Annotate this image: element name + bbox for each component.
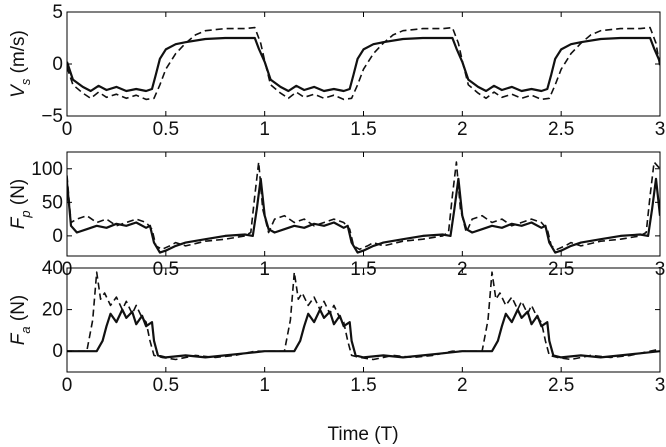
series-dashed-line-bottom [67, 271, 660, 361]
y-tick-label: 100 [31, 159, 63, 180]
x-tick-label: 1 [259, 375, 270, 396]
ylabel-bottom: Fa (N) [8, 295, 33, 346]
ylabel-top-main: V [8, 83, 29, 98]
x-tick-label: 2.5 [548, 119, 574, 140]
plot-frame-middle [66, 151, 661, 257]
x-tick-label: 2 [457, 375, 468, 396]
ylabel-top-unit: (m/s) [8, 30, 29, 79]
x-tick-label: 2 [457, 119, 468, 140]
y-tick-label: 5 [52, 2, 63, 23]
x-tick-label: 0 [62, 119, 73, 140]
ylabel-middle-unit: (N) [8, 179, 29, 211]
panel-top: Vs (m/s) 0 0.5 1 1.5 2 2.5 3−505 [8, 2, 665, 140]
xlabel-bottom: Time (T) [327, 424, 398, 445]
series-solid-line-top [67, 36, 660, 93]
y-tick-label: 0 [52, 54, 63, 75]
x-tick-label: 1 [259, 119, 270, 140]
ylabel-bottom-unit: (N) [8, 295, 29, 327]
y-tick-label: 50 [42, 192, 63, 213]
series-solid-line-bottom [67, 308, 660, 359]
plot-frame-top [66, 11, 661, 117]
y-tick-label: 0 [52, 226, 63, 247]
series-dashed-line-middle [67, 161, 660, 251]
ylabel-middle-sub: p [18, 210, 33, 218]
x-tick-label: 0 [62, 375, 73, 396]
x-tick-label: 0.5 [153, 375, 179, 396]
y-tick-label: −5 [41, 106, 63, 127]
ylabel-middle: Fp (N) [8, 179, 33, 230]
y-tick-label: 20 [42, 300, 63, 321]
ylabel-top: Vs (m/s) [8, 30, 33, 98]
series-solid-line-middle [67, 177, 660, 254]
x-tick-label: 1.5 [350, 375, 376, 396]
x-tick-label: 3 [655, 375, 666, 396]
x-tick-label: 0.5 [153, 119, 179, 140]
ylabel-bottom-main: F [8, 332, 29, 345]
series-dashed-line-top [67, 26, 660, 101]
y-tick-label: 40 [42, 258, 63, 279]
y-tick-label: 0 [52, 341, 63, 362]
x-tick-label: 1.5 [350, 119, 376, 140]
x-tick-label: 3 [655, 119, 666, 140]
x-tick-label: 2.5 [548, 375, 574, 396]
panel-bottom: Fa (N) Time (T) 0 0.5 1 1.5 2 2.5 3 0 20 40 [8, 258, 665, 445]
ylabel-top-sub: s [18, 78, 33, 85]
ylabel-middle-main: F [8, 216, 29, 229]
ylabel-bottom-sub: a [18, 326, 33, 333]
